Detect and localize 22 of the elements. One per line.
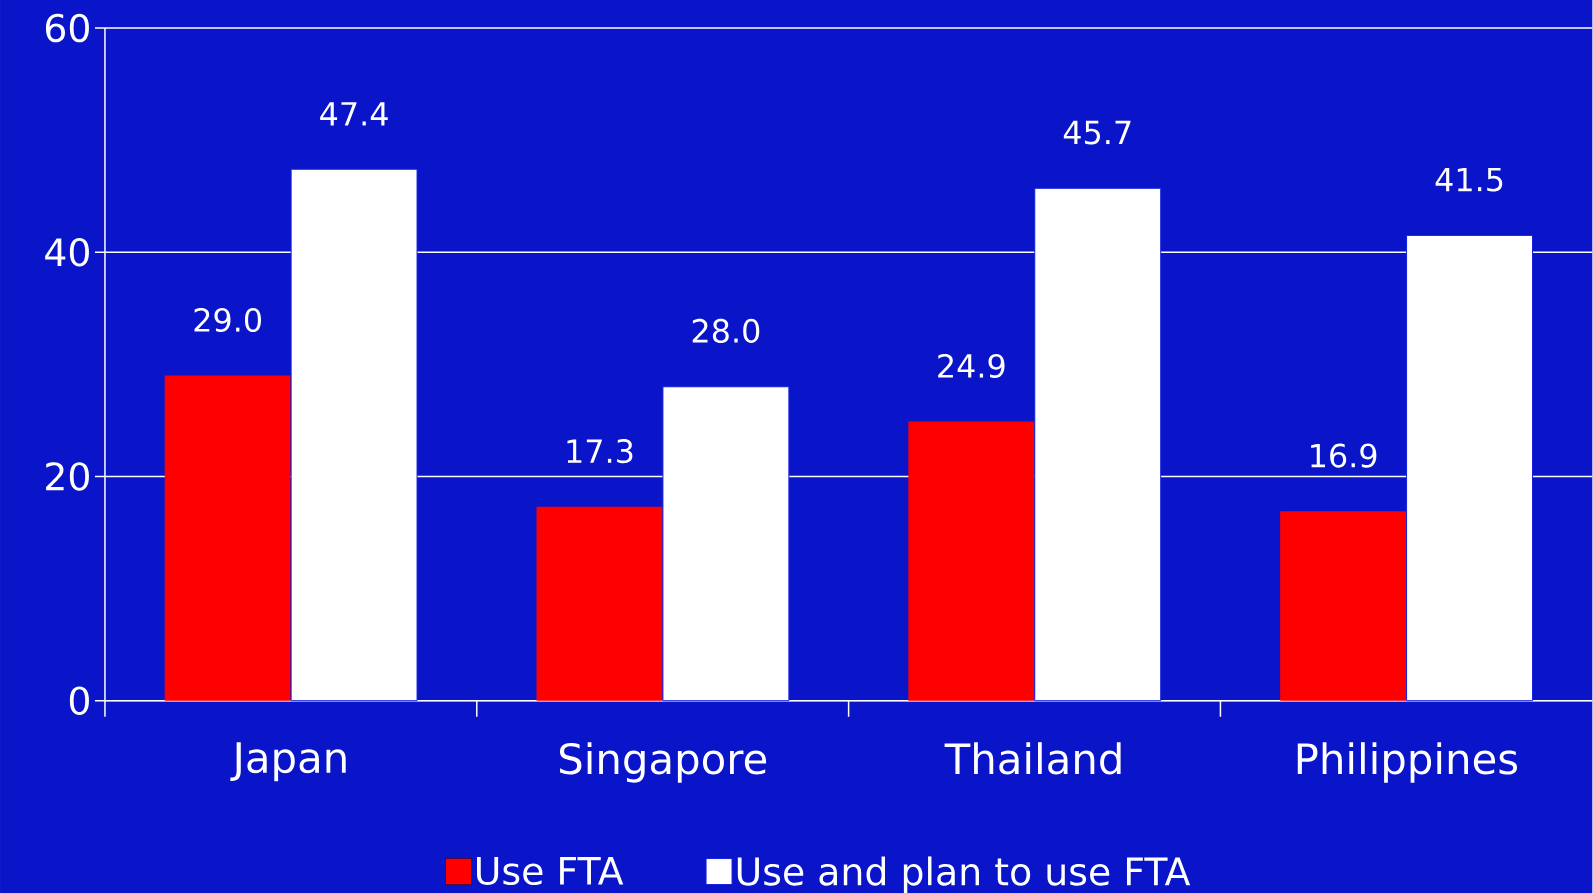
x-tick-label: Philippines — [1297, 742, 1518, 783]
bar — [536, 506, 663, 701]
data-label: 45.7 — [1063, 121, 1131, 145]
data-label: 41.5 — [1435, 168, 1503, 192]
data-label: 28.0 — [692, 319, 760, 344]
y-tick-label: 20 — [46, 462, 89, 491]
bar — [164, 375, 291, 701]
data-label: 47.4 — [320, 102, 388, 126]
data-label: 29.0 — [194, 308, 262, 333]
x-tick-label: Thailand — [944, 742, 1121, 775]
legend-label: Use and plan to use FTA — [737, 856, 1191, 894]
x-tick-label: Singapore — [559, 742, 767, 783]
bar — [1280, 511, 1407, 701]
y-tick-label: 40 — [45, 238, 89, 267]
y-tick-label: 0 — [69, 686, 89, 716]
legend-label: Use FTA — [477, 857, 624, 886]
data-label: 24.9 — [938, 354, 1005, 379]
y-tick-label: 60 — [45, 13, 89, 43]
x-tick-label: Japan — [230, 742, 346, 782]
data-label: 17.3 — [567, 439, 633, 464]
data-label: 16.9 — [1311, 443, 1377, 468]
bar — [908, 421, 1035, 701]
